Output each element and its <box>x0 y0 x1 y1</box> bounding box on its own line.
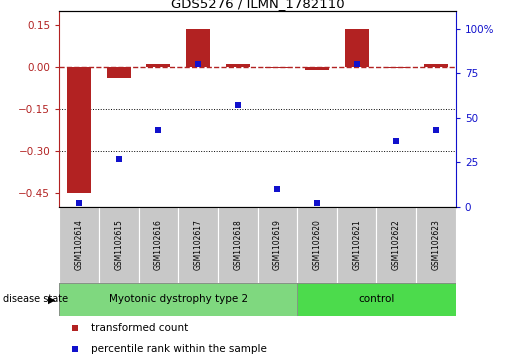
Text: GSM1102620: GSM1102620 <box>313 220 321 270</box>
Bar <box>376 207 416 283</box>
Bar <box>258 207 297 283</box>
Bar <box>265 67 289 68</box>
Bar <box>384 67 408 68</box>
Bar <box>345 29 369 67</box>
Bar <box>226 64 250 67</box>
Bar <box>416 207 456 283</box>
Bar <box>146 64 170 67</box>
Bar <box>178 207 218 283</box>
Text: percentile rank within the sample: percentile rank within the sample <box>91 344 267 354</box>
Text: GSM1102615: GSM1102615 <box>114 220 123 270</box>
Bar <box>139 207 178 283</box>
Text: GSM1102617: GSM1102617 <box>194 220 202 270</box>
Text: disease state: disease state <box>3 294 67 305</box>
Bar <box>186 29 210 67</box>
Text: GSM1102622: GSM1102622 <box>392 220 401 270</box>
Text: GSM1102619: GSM1102619 <box>273 220 282 270</box>
Text: GSM1102621: GSM1102621 <box>352 220 361 270</box>
Text: GSM1102623: GSM1102623 <box>432 220 440 270</box>
Bar <box>305 67 329 70</box>
Text: transformed count: transformed count <box>91 323 188 333</box>
Bar <box>297 207 337 283</box>
Text: control: control <box>358 294 394 305</box>
Title: GDS5276 / ILMN_1782110: GDS5276 / ILMN_1782110 <box>170 0 345 10</box>
Text: GSM1102618: GSM1102618 <box>233 220 242 270</box>
Text: GSM1102616: GSM1102616 <box>154 220 163 270</box>
Bar <box>59 207 99 283</box>
Bar <box>297 283 456 316</box>
Bar <box>107 67 131 78</box>
Bar <box>218 207 258 283</box>
Bar <box>424 64 448 67</box>
Text: ▶: ▶ <box>48 294 56 305</box>
Bar <box>337 207 376 283</box>
Text: GSM1102614: GSM1102614 <box>75 220 83 270</box>
Bar <box>67 67 91 193</box>
Bar <box>59 283 297 316</box>
Bar <box>99 207 139 283</box>
Text: Myotonic dystrophy type 2: Myotonic dystrophy type 2 <box>109 294 248 305</box>
